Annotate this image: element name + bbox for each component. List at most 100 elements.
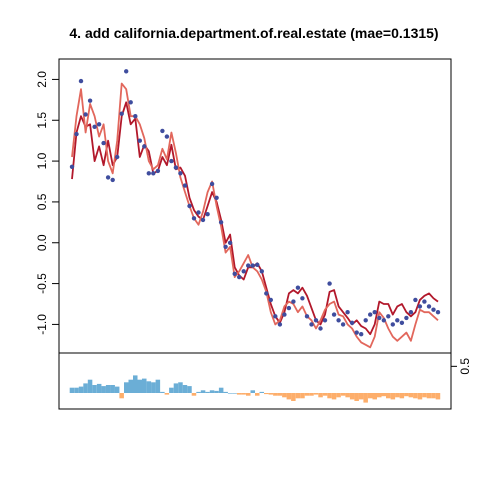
residual-bar xyxy=(340,393,346,396)
residual-bar xyxy=(313,393,319,395)
data-point xyxy=(119,111,124,116)
data-point xyxy=(395,318,400,323)
data-point xyxy=(115,154,120,160)
data-point xyxy=(74,131,79,137)
residual-bar xyxy=(318,393,323,398)
data-point xyxy=(218,220,224,225)
data-point xyxy=(354,330,359,335)
residual-bar xyxy=(92,385,97,393)
residual-bar xyxy=(322,393,328,396)
residual-bar xyxy=(142,378,147,393)
residual-bar xyxy=(309,393,314,396)
residual-bar xyxy=(218,387,224,393)
y-tick-label: 1.0 xyxy=(35,152,49,169)
data-point xyxy=(133,114,138,119)
data-point xyxy=(399,320,405,325)
data-point xyxy=(223,244,228,249)
residual-bar xyxy=(101,386,106,393)
data-point xyxy=(277,322,283,327)
residual-bar xyxy=(255,393,260,396)
y-tick-label: 2.0 xyxy=(35,71,49,88)
data-point xyxy=(318,326,323,331)
residual-bar xyxy=(404,393,409,397)
residual-bar xyxy=(173,383,179,393)
data-point xyxy=(264,291,269,296)
data-point xyxy=(164,134,170,139)
residual-bar xyxy=(214,390,219,393)
data-point xyxy=(377,315,382,321)
data-point xyxy=(345,310,350,315)
main-y-axis: -1.0 -0.5 0.0 0.5 1.0 1.5 2.0 xyxy=(35,71,59,335)
data-point xyxy=(435,310,441,315)
data-point xyxy=(105,175,111,180)
data-point xyxy=(205,212,210,217)
data-point xyxy=(237,274,242,280)
data-point xyxy=(182,183,188,188)
residual-bar xyxy=(110,385,115,393)
data-point xyxy=(408,310,414,315)
data-point xyxy=(273,314,278,319)
residual-bar xyxy=(178,382,183,393)
residual-bar xyxy=(105,385,111,393)
data-point xyxy=(155,168,161,174)
data-point xyxy=(110,177,115,183)
residual-bar xyxy=(381,393,387,397)
data-point xyxy=(178,171,183,176)
residual-bar xyxy=(327,393,332,399)
residual-bar xyxy=(205,391,210,393)
residual-bar xyxy=(160,391,165,393)
residual-bar xyxy=(200,390,206,393)
data-point xyxy=(173,165,179,170)
data-point xyxy=(191,216,197,221)
residual-bar xyxy=(78,386,84,393)
data-point xyxy=(309,322,314,327)
chart-title: 4. add california.department.of.real.est… xyxy=(69,25,438,41)
data-point xyxy=(359,332,364,337)
residual-bar xyxy=(87,379,93,393)
residual-bar xyxy=(363,393,368,403)
data-point xyxy=(363,318,368,323)
data-point xyxy=(169,158,174,164)
y-tick-label: 0.5 xyxy=(35,193,49,210)
data-point xyxy=(78,78,84,84)
residual-bar xyxy=(114,386,120,393)
data-point xyxy=(142,144,147,149)
data-point xyxy=(291,299,296,304)
main-plot-frame xyxy=(58,58,452,354)
residual-y-tick-label: 0.5 xyxy=(458,358,472,375)
residual-bar xyxy=(300,393,305,399)
data-point xyxy=(372,310,377,315)
data-point xyxy=(381,318,386,323)
residual-bar xyxy=(277,393,283,396)
data-point xyxy=(331,312,337,317)
residual-bar xyxy=(336,393,341,398)
data-point xyxy=(128,100,133,105)
data-point xyxy=(137,138,142,143)
residual-bar xyxy=(124,382,129,393)
data-point xyxy=(160,128,165,134)
residual-bar xyxy=(413,393,418,399)
residual-bar xyxy=(187,386,192,393)
data-point xyxy=(336,318,341,323)
data-point xyxy=(87,98,93,103)
residual-bar xyxy=(250,390,256,393)
data-point xyxy=(268,297,273,303)
data-point xyxy=(404,315,409,321)
data-point xyxy=(300,296,305,301)
main-plot-series xyxy=(69,69,441,349)
residual-bar xyxy=(291,393,296,401)
data-point xyxy=(83,112,88,117)
data-point xyxy=(250,263,255,268)
data-point xyxy=(417,304,423,309)
residual-bar xyxy=(304,393,310,396)
residual-bar xyxy=(377,393,382,398)
data-point xyxy=(422,299,427,304)
residual-bar xyxy=(146,381,152,393)
main-plot-panel: -1.0 -0.5 0.0 0.5 1.0 1.5 2.0 xyxy=(35,58,452,354)
residual-bar-panel: 0.5 xyxy=(58,352,472,410)
residual-bar xyxy=(268,393,274,395)
residual-bar xyxy=(155,379,161,393)
residual-bar xyxy=(191,393,197,396)
data-point xyxy=(327,281,332,286)
data-point xyxy=(241,269,246,274)
